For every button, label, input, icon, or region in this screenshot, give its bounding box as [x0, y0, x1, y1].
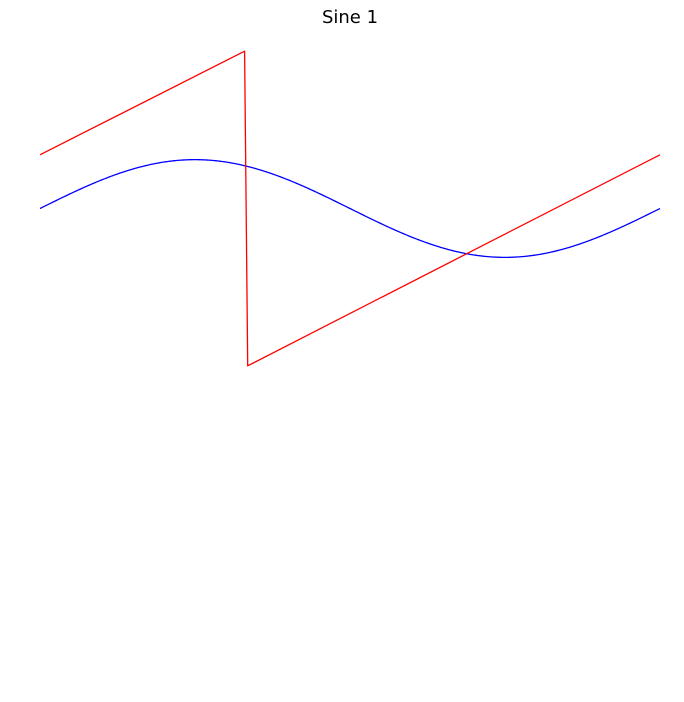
sine-series-line [39, 159, 661, 259]
sawtooth-series-line [39, 50, 661, 367]
series-group [39, 50, 661, 367]
chart-title: Sine 1 [321, 7, 379, 28]
